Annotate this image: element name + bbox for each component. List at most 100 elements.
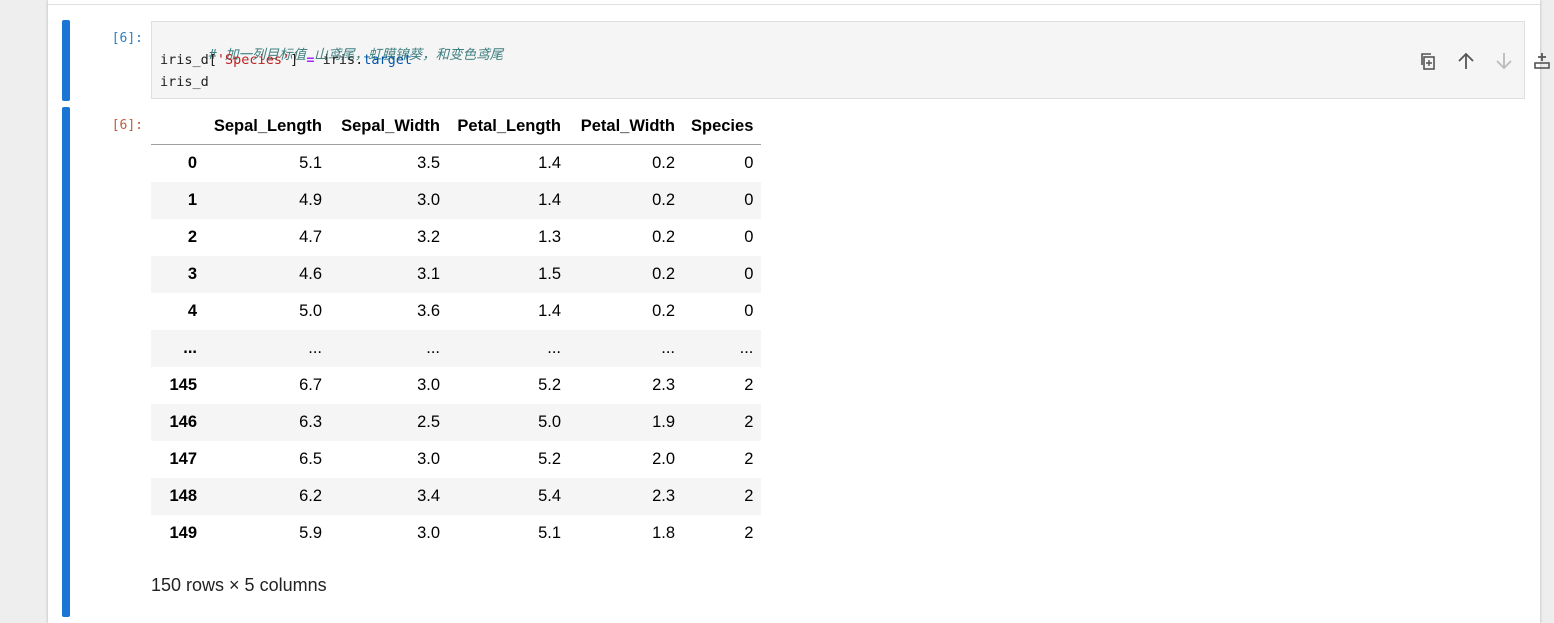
row-index: 148	[169, 487, 197, 505]
table-cell: 3.0	[417, 191, 440, 209]
code-bracket-close: ]	[290, 52, 299, 68]
table-cell: ...	[426, 339, 440, 357]
code-comment: # 加一列目标值 山鸢尾，虹膜锦葵，和变色鸢尾	[208, 47, 504, 63]
table-cell: 5.0	[538, 413, 561, 431]
row-index: 0	[187, 154, 197, 172]
table-cell: 0	[744, 265, 754, 283]
input-collapser[interactable]	[62, 20, 70, 101]
insert-above-icon	[1533, 53, 1550, 69]
table-cell: 6.7	[299, 376, 322, 394]
table-cell: 0	[744, 191, 754, 209]
header-petal-width: Petal_Width	[569, 108, 683, 145]
table-row: 148 6.2 3.4 5.4 2.3 2	[151, 478, 762, 515]
code-string: 'Species'	[216, 52, 291, 68]
table-cell: ...	[739, 339, 754, 357]
table-row: 149 5.9 3.0 5.1 1.8 2	[151, 515, 761, 552]
table-cell: 1.8	[652, 524, 675, 542]
copy-icon	[1420, 53, 1435, 70]
table-cell: 4.6	[299, 265, 322, 283]
row-index: 3	[187, 265, 197, 283]
table-cell: 3.5	[417, 154, 440, 172]
table-cell: 2	[744, 524, 754, 542]
output-collapser[interactable]	[62, 107, 70, 617]
table-cell: 4.7	[299, 228, 322, 246]
table-cell: 3.0	[417, 376, 440, 394]
dataframe-table: Sepal_Length Sepal_Width Petal_Length Pe…	[151, 108, 762, 552]
table-cell: 5.4	[538, 487, 561, 505]
table-cell: 3.1	[417, 265, 440, 283]
code-bracket-open: [	[208, 52, 217, 68]
table-row: 4 5.0 3.6 1.4 0.2 0	[151, 293, 761, 330]
row-index: 146	[169, 413, 197, 431]
table-cell: ...	[547, 339, 561, 357]
table-cell: 2.0	[652, 450, 675, 468]
table-cell: 2.3	[652, 376, 675, 394]
table-cell: 0.2	[652, 191, 675, 209]
code-operator: =	[306, 52, 315, 68]
table-cell: 2	[744, 487, 754, 505]
cell-toolbar	[1414, 48, 1554, 74]
move-cell-down-button[interactable]	[1490, 48, 1517, 74]
output-prompt: [6]:	[111, 118, 143, 133]
table-cell: 1.4	[538, 191, 561, 209]
code-line-2: iris_d['Species'] = iris.target	[160, 51, 412, 69]
previous-cell-edge	[48, 0, 1540, 5]
table-cell: 3.0	[417, 450, 440, 468]
table-cell: 6.5	[299, 450, 322, 468]
header-index	[151, 108, 205, 145]
row-index: 2	[187, 228, 197, 246]
row-index: 4	[187, 302, 197, 320]
table-header-row: Sepal_Length Sepal_Width Petal_Length Pe…	[151, 108, 762, 145]
header-species: Species	[683, 108, 762, 145]
code-editor[interactable]: # 加一列目标值 山鸢尾，虹膜锦葵，和变色鸢尾 iris_d['Species'…	[151, 21, 1550, 99]
table-cell: 4.9	[299, 191, 322, 209]
code-line-3: iris_d	[160, 73, 209, 91]
table-cell: 1.4	[538, 154, 561, 172]
table-cell: 5.2	[538, 450, 561, 468]
table-cell: 0.2	[652, 265, 675, 283]
row-index: 147	[169, 450, 197, 468]
table-cell: ...	[661, 339, 675, 357]
table-row: 0 5.1 3.5 1.4 0.2 0	[151, 145, 761, 183]
code-line-1: # 加一列目标值 山鸢尾，虹膜锦葵，和变色鸢尾	[160, 28, 503, 82]
table-cell: 3.6	[417, 302, 440, 320]
table-cell: 5.0	[299, 302, 322, 320]
table-cell: 0.2	[652, 154, 675, 172]
code-variable: iris_d	[160, 52, 209, 68]
dataframe-output: Sepal_Length Sepal_Width Petal_Length Pe…	[151, 108, 762, 552]
row-index: 145	[169, 376, 197, 394]
input-prompt: [6]:	[111, 31, 143, 46]
table-row-ellipsis: ... ... ... ... ... ...	[151, 330, 762, 367]
table-cell: 3.0	[417, 524, 440, 542]
table-row: 3 4.6 3.1 1.5 0.2 0	[151, 256, 762, 293]
table-cell: 1.3	[538, 228, 561, 246]
table-row: 145 6.7 3.0 5.2 2.3 2	[151, 367, 761, 404]
table-cell: 0.2	[652, 228, 675, 246]
dataframe-shape-info: 150 rows × 5 columns	[151, 575, 327, 595]
row-index: ...	[183, 339, 197, 357]
table-cell: 0	[744, 154, 754, 172]
table-cell: 0	[744, 228, 754, 246]
table-cell: 3.4	[417, 487, 440, 505]
arrow-up-icon	[1457, 52, 1474, 69]
table-cell: 2	[744, 413, 754, 431]
table-cell: 2	[744, 450, 754, 468]
table-cell: 6.2	[299, 487, 322, 505]
header-petal-length: Petal_Length	[448, 108, 569, 145]
table-cell: 0	[744, 302, 754, 320]
duplicate-cell-button[interactable]	[1414, 48, 1441, 74]
arrow-down-icon	[1495, 53, 1512, 70]
code-attribute: target	[363, 52, 413, 68]
insert-cell-above-button[interactable]	[1528, 48, 1554, 74]
table-cell: 1.9	[652, 413, 675, 431]
table-cell: 6.3	[299, 413, 322, 431]
code-object: iris.	[322, 52, 364, 68]
table-cell: 1.4	[538, 302, 561, 320]
table-cell: 3.2	[417, 228, 440, 246]
move-cell-up-button[interactable]	[1452, 48, 1479, 74]
table-cell: 2.5	[417, 413, 440, 431]
row-index: 149	[169, 524, 197, 542]
header-sepal-width: Sepal_Width	[330, 108, 448, 145]
table-cell: ...	[308, 339, 322, 357]
table-cell: 2.3	[652, 487, 675, 505]
